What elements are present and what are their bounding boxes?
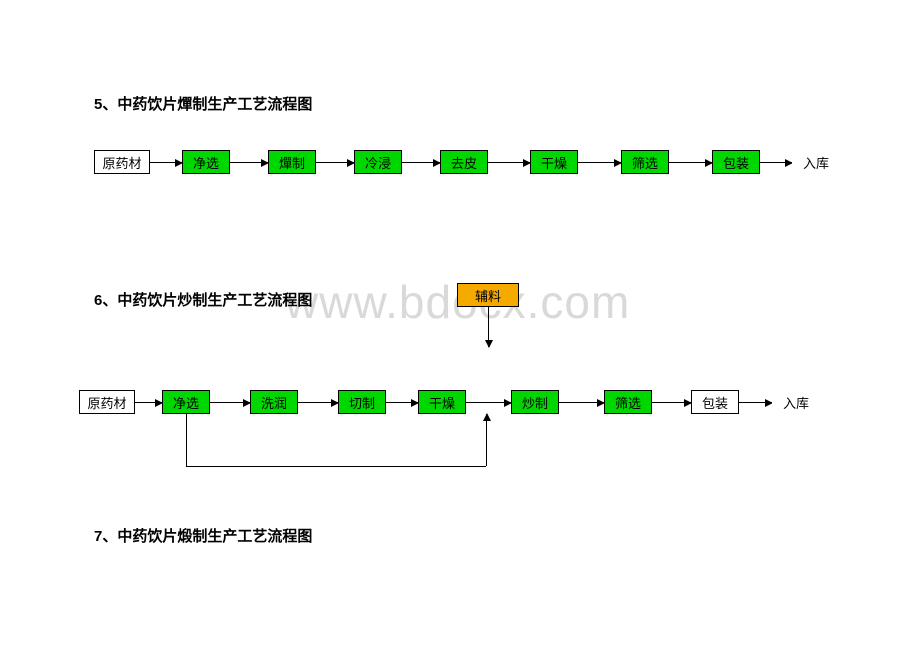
s6-bypass-v2 — [486, 414, 487, 466]
s6-node-pack: 包装 — [691, 390, 739, 414]
s6-bypass-h — [186, 466, 486, 467]
section7-title: 7、中药饮片煅制生产工艺流程图 — [94, 525, 312, 546]
s6-arrow — [652, 402, 691, 403]
s6-node-wash: 洗润 — [250, 390, 298, 414]
s6-node-raw: 原药材 — [79, 390, 135, 414]
s6-node-clean: 净选 — [162, 390, 210, 414]
s5-arrow — [402, 162, 440, 163]
s5-node-peel: 去皮 — [440, 150, 488, 174]
s5-node-pack: 包装 — [712, 150, 760, 174]
s6-node-sieve: 筛选 — [604, 390, 652, 414]
s5-node-store: 入库 — [792, 150, 840, 174]
section5-title: 5、中药饮片燀制生产工艺流程图 — [94, 93, 312, 114]
s5-arrow — [316, 162, 354, 163]
s6-bypass-v1 — [186, 414, 187, 466]
s6-arrow — [739, 402, 772, 403]
s5-node-sieve: 筛选 — [621, 150, 669, 174]
s5-arrow — [669, 162, 712, 163]
s5-arrow — [578, 162, 621, 163]
s5-node-coldsoak: 冷浸 — [354, 150, 402, 174]
s6-arrow — [135, 402, 162, 403]
s5-arrow — [488, 162, 530, 163]
s6-arrow — [466, 402, 511, 403]
s5-node-dry: 干燥 — [530, 150, 578, 174]
s6-node-fry: 炒制 — [511, 390, 559, 414]
s6-node-store: 入库 — [772, 390, 820, 414]
s5-node-raw: 原药材 — [94, 150, 150, 174]
s5-node-clean: 净选 — [182, 150, 230, 174]
s6-arrow — [386, 402, 418, 403]
s6-node-aux: 辅料 — [457, 283, 519, 307]
section6-title: 6、中药饮片炒制生产工艺流程图 — [94, 289, 312, 310]
s5-arrow — [760, 162, 792, 163]
s6-arrow — [210, 402, 250, 403]
s6-node-cut: 切制 — [338, 390, 386, 414]
s6-aux-arrow — [488, 307, 489, 347]
s5-node-chan: 燀制 — [268, 150, 316, 174]
s5-arrow — [230, 162, 268, 163]
s6-arrow — [559, 402, 604, 403]
s5-arrow — [150, 162, 182, 163]
s6-arrow — [298, 402, 338, 403]
s6-node-dry: 干燥 — [418, 390, 466, 414]
